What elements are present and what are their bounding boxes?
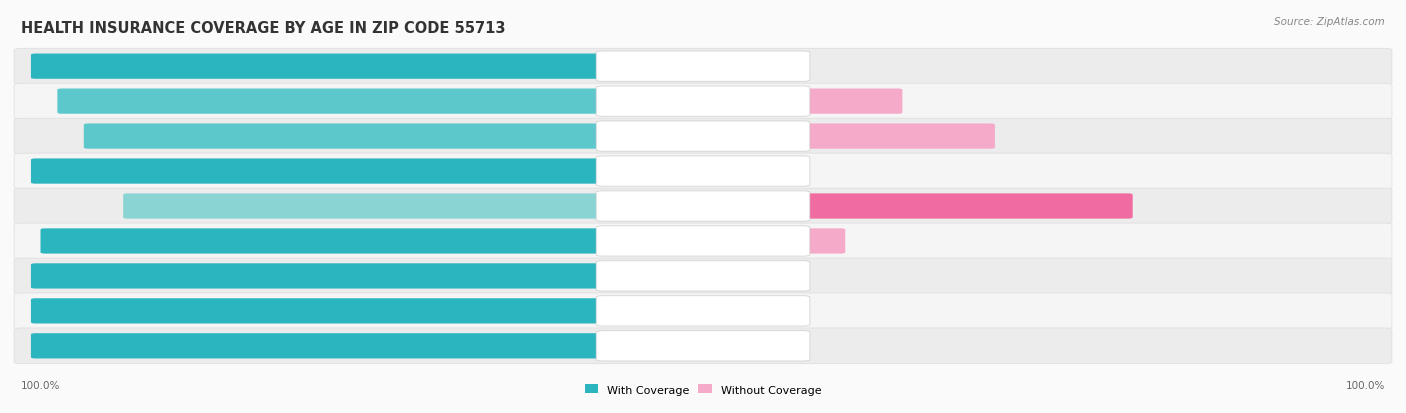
Text: 95.3%: 95.3% xyxy=(73,97,111,107)
Text: 16.4%: 16.4% xyxy=(1140,202,1175,211)
Text: 19 to 25 Years: 19 to 25 Years xyxy=(664,132,742,142)
Text: HEALTH INSURANCE COVERAGE BY AGE IN ZIP CODE 55713: HEALTH INSURANCE COVERAGE BY AGE IN ZIP … xyxy=(21,21,506,36)
Text: 45 to 54 Years: 45 to 54 Years xyxy=(664,236,742,247)
Text: 26 to 34 Years: 26 to 34 Years xyxy=(664,166,742,177)
Text: Source: ZipAtlas.com: Source: ZipAtlas.com xyxy=(1274,17,1385,26)
Text: 83.6%: 83.6% xyxy=(139,202,177,211)
Text: 9.4%: 9.4% xyxy=(1002,132,1031,142)
Text: 55 to 64 Years: 55 to 64 Years xyxy=(664,271,742,281)
Text: 0.0%: 0.0% xyxy=(820,62,848,72)
Text: 1.8%: 1.8% xyxy=(852,236,880,247)
Text: 90.6%: 90.6% xyxy=(100,132,138,142)
Text: 0.0%: 0.0% xyxy=(820,306,848,316)
Text: 100.0%: 100.0% xyxy=(46,166,93,177)
Text: 4.7%: 4.7% xyxy=(910,97,938,107)
Text: 100.0%: 100.0% xyxy=(46,62,93,72)
Text: 100.0%: 100.0% xyxy=(21,380,60,390)
Text: 0.0%: 0.0% xyxy=(820,341,848,351)
Text: 100.0%: 100.0% xyxy=(46,341,93,351)
Text: 35 to 44 Years: 35 to 44 Years xyxy=(664,202,742,211)
Text: 100.0%: 100.0% xyxy=(46,306,93,316)
Text: 75 Years and older: 75 Years and older xyxy=(651,341,755,351)
Legend: With Coverage, Without Coverage: With Coverage, Without Coverage xyxy=(581,380,825,399)
Text: 0.0%: 0.0% xyxy=(820,166,848,177)
Text: 100.0%: 100.0% xyxy=(46,271,93,281)
Text: 6 to 18 Years: 6 to 18 Years xyxy=(666,97,740,107)
Text: 0.0%: 0.0% xyxy=(820,271,848,281)
Text: 100.0%: 100.0% xyxy=(1346,380,1385,390)
Text: 98.3%: 98.3% xyxy=(56,236,94,247)
Text: 65 to 74 Years: 65 to 74 Years xyxy=(664,306,742,316)
Text: Under 6 Years: Under 6 Years xyxy=(665,62,741,72)
